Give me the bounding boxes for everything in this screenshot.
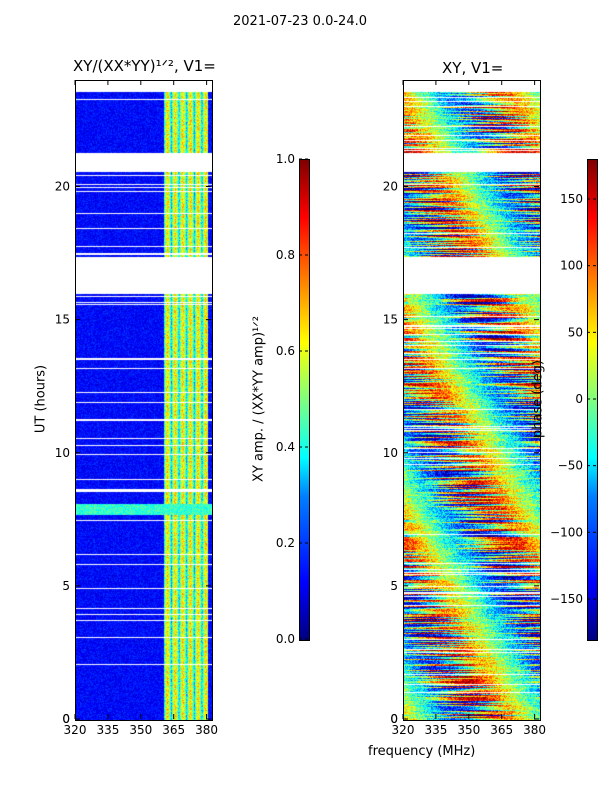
colorbar-tick-label: 0.6 (276, 344, 295, 358)
colorbar-tick-label: 150 (560, 192, 583, 206)
y-tick-label: 20 (55, 180, 70, 194)
x-tick-label: 380 (195, 723, 218, 737)
phase-heatmap (403, 80, 541, 721)
y-tick-label: 0 (62, 712, 70, 726)
x-tick-label: 380 (523, 723, 546, 737)
y-tick-label: 5 (62, 579, 70, 593)
y-tick-label: 20 (383, 180, 398, 194)
y-tick-label: 15 (55, 313, 70, 327)
x-tick-label: 350 (129, 723, 152, 737)
x-tick-label: 320 (64, 723, 87, 737)
panel1-title: XY/(XX*YY)¹ᐟ², V1= (73, 57, 216, 75)
y-tick-label: 0 (390, 712, 398, 726)
colorbar-tick-label: 0.0 (276, 632, 295, 646)
y-tick-label: 5 (390, 579, 398, 593)
colorbar-tick-label: 50 (568, 325, 583, 339)
colorbar-tick-label: 0.4 (276, 440, 295, 454)
y-tick-label: 0 (62, 712, 70, 726)
x-tick-label: 365 (490, 723, 513, 737)
amplitude-colorbar (299, 159, 310, 641)
panel2-title: XY, V1= (442, 59, 504, 77)
colorbar-tick-label: −100 (550, 525, 583, 539)
colorbar-tick-label: 100 (560, 259, 583, 273)
x-tick-label: 365 (162, 723, 185, 737)
y-tick-label: 15 (383, 313, 398, 327)
y-tick-label: 10 (55, 446, 70, 460)
y-tick-label: 0 (390, 712, 398, 726)
phase-heatmap-image (404, 81, 540, 720)
x-tick-label: 320 (392, 723, 415, 737)
colorbar-tick-label: −50 (558, 459, 583, 473)
y-tick-label: 10 (383, 446, 398, 460)
x-tick-label: 335 (96, 723, 119, 737)
colorbar-tick-label: −150 (550, 592, 583, 606)
colorbar-tick-label: 0.8 (276, 248, 295, 262)
x-tick-label: 350 (457, 723, 480, 737)
figure-title: 2021-07-23 0.0-24.0 (233, 14, 367, 29)
amplitude-heatmap-image (76, 81, 212, 720)
amplitude-heatmap (75, 80, 213, 721)
colorbar-tick-label: 1.0 (276, 152, 295, 166)
colorbar-tick-label: 0.2 (276, 536, 295, 550)
x-axis-label: frequency (MHz) (368, 744, 476, 759)
phase-colorbar (587, 159, 598, 641)
x-tick-label: 335 (424, 723, 447, 737)
colorbar-tick-label: 0 (575, 392, 583, 406)
